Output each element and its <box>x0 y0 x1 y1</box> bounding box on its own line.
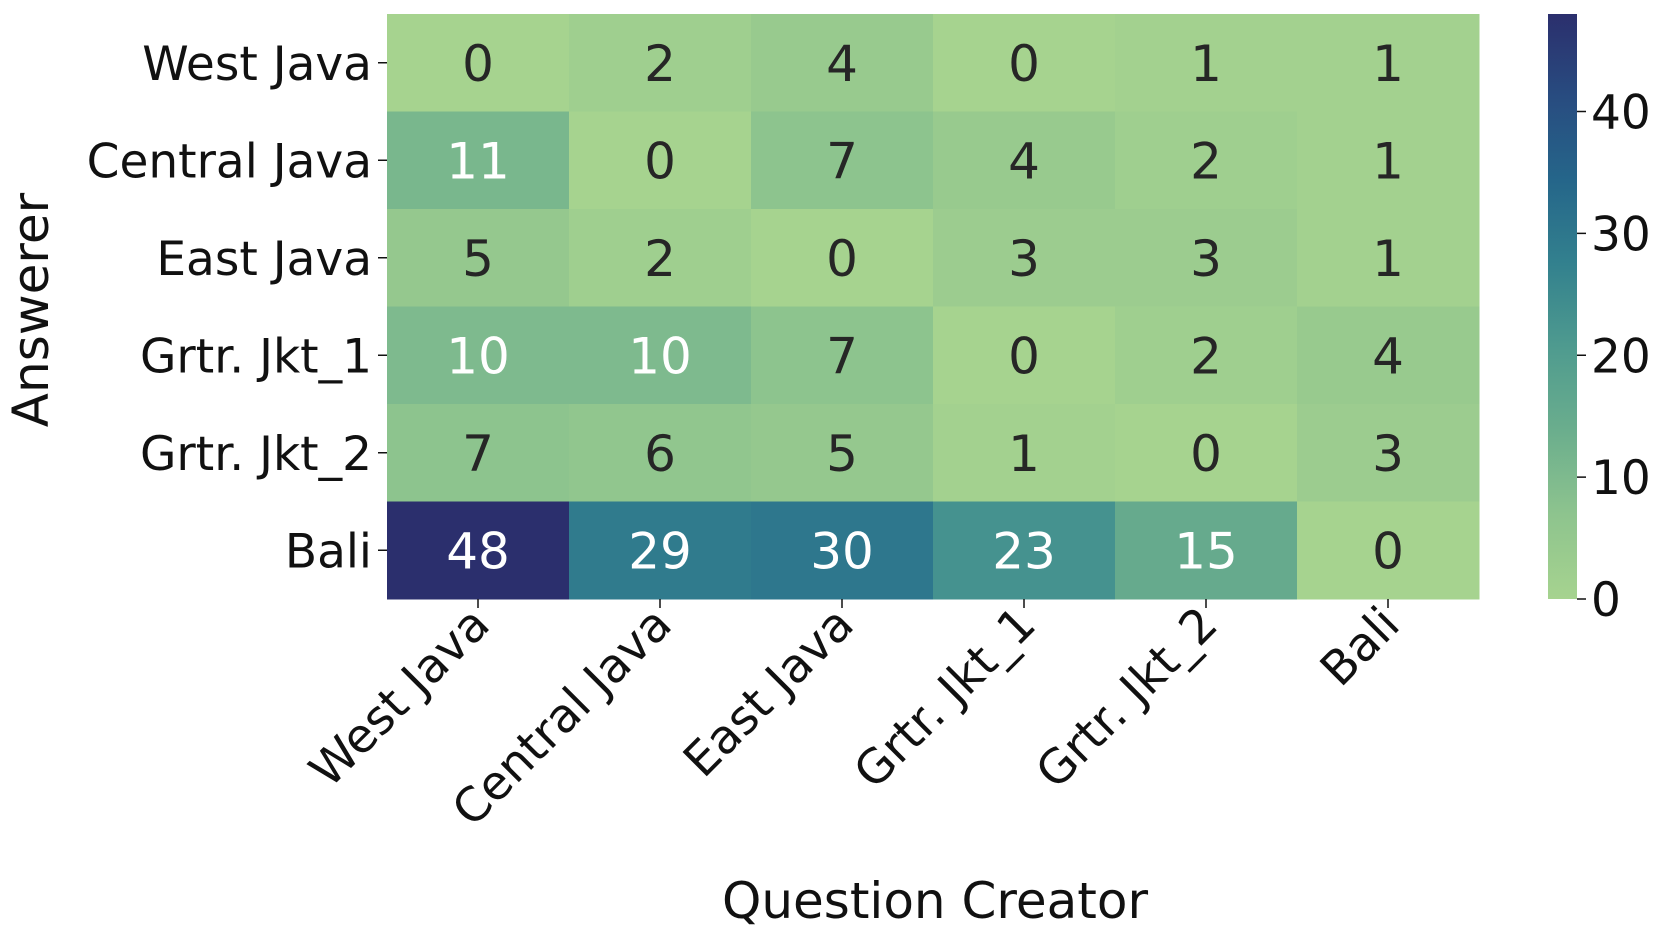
y-tick-label: Bali <box>285 524 372 579</box>
heatmap-cell <box>569 111 752 210</box>
heatmap-cell <box>1115 501 1298 600</box>
y-tick-label: West Java <box>142 37 372 92</box>
heatmap-cell <box>751 111 934 210</box>
heatmap-cell <box>1115 404 1298 502</box>
y-tick-label: East Java <box>156 232 372 287</box>
heatmap-cell <box>1115 111 1298 210</box>
cell-value-label: 10 <box>628 327 692 385</box>
heatmap-cell <box>933 111 1116 210</box>
cell-value-label: 2 <box>1190 132 1222 190</box>
colorbar: 0 10 20 30 40 <box>1548 14 1651 628</box>
cell-value-label: 10 <box>446 327 510 385</box>
cell-value-label: 1 <box>1372 132 1404 190</box>
cell-value-label: 4 <box>1008 132 1040 190</box>
heatmap-cell <box>751 404 934 502</box>
cell-value-label: 0 <box>1190 425 1222 483</box>
x-tick-label: East Java <box>673 597 864 788</box>
heatmap-cell <box>751 209 934 307</box>
heatmap-cell <box>751 501 934 600</box>
cell-value-label: 4 <box>1372 327 1404 385</box>
heatmap-cell <box>1297 209 1480 307</box>
heatmap-cell <box>751 14 934 112</box>
y-tick-label: Grtr. Jkt_2 <box>140 427 372 482</box>
heatmap-cell <box>933 306 1116 405</box>
heatmap-cell <box>1115 209 1298 307</box>
y-axis: West Java Central Java East Java Grtr. Jkt_… <box>87 37 387 579</box>
heatmap-cell <box>387 209 570 307</box>
cell-value-label: 3 <box>1008 230 1040 288</box>
x-tick-label: Grtr. Jkt_1 <box>844 597 1047 800</box>
heatmap-cell <box>569 209 752 307</box>
cell-value-label: 29 <box>628 522 692 580</box>
x-axis-label: Question Creator <box>722 872 1148 930</box>
y-axis-label: Answerer <box>2 192 60 427</box>
cell-value-label: 2 <box>644 230 676 288</box>
colorbar-tick-label: 40 <box>1591 86 1651 141</box>
cell-value-label: 2 <box>644 35 676 93</box>
heatmap-cell <box>569 501 752 600</box>
heatmap-cell <box>1115 306 1298 405</box>
cell-value-label: 1 <box>1190 35 1222 93</box>
x-tick-label: Grtr. Jkt_2 <box>1026 597 1229 800</box>
cell-value-label: 0 <box>1372 522 1404 580</box>
cell-value-label: 23 <box>992 522 1056 580</box>
heatmap-cells <box>387 14 1480 600</box>
cell-value-label: 30 <box>810 522 874 580</box>
cell-value-label: 3 <box>1372 425 1404 483</box>
heatmap-cell <box>387 14 570 112</box>
colorbar-tick-label: 10 <box>1591 451 1651 506</box>
heatmap-cell <box>1297 306 1480 405</box>
cell-value-label: 0 <box>1008 327 1040 385</box>
heatmap-cell <box>1115 14 1298 112</box>
heatmap-cell <box>387 111 570 210</box>
cell-value-label: 2 <box>1190 327 1222 385</box>
heatmap-cell <box>1297 14 1480 112</box>
cell-value-label: 7 <box>826 132 858 190</box>
cell-value-label: 6 <box>644 425 676 483</box>
cell-value-label: 11 <box>446 132 510 190</box>
heatmap-cell <box>569 14 752 112</box>
x-tick-label: West Java <box>299 597 500 798</box>
cell-value-label: 5 <box>826 425 858 483</box>
cell-value-label: 0 <box>644 132 676 190</box>
heatmap-cell <box>933 14 1116 112</box>
heatmap-cell <box>1297 501 1480 600</box>
heatmap-cell <box>933 501 1116 600</box>
cell-value-label: 0 <box>462 35 494 93</box>
cell-value-label: 15 <box>1174 522 1238 580</box>
x-tick-label: Bali <box>1310 597 1411 698</box>
heatmap-cell <box>933 404 1116 502</box>
heatmap-cell <box>387 501 570 600</box>
cell-value-label: 48 <box>446 522 510 580</box>
cell-value-label: 0 <box>1008 35 1040 93</box>
colorbar-tick-label: 20 <box>1591 329 1651 384</box>
heatmap-cell <box>1297 111 1480 210</box>
heatmap-cell <box>1297 404 1480 502</box>
cell-value-label: 7 <box>826 327 858 385</box>
colorbar-tick-label: 0 <box>1591 573 1621 628</box>
heatmap-cell <box>933 209 1116 307</box>
cell-value-label: 5 <box>462 230 494 288</box>
heatmap-annotations: 0 2 4 0 1 111 0 7 4 2 15 2 0 3 3 110 10 7 0 2 47 6 5 1 0 348 29 30 2… <box>446 35 1404 581</box>
cell-value-label: 4 <box>826 35 858 93</box>
cell-value-label: 1 <box>1372 230 1404 288</box>
y-tick-label: Central Java <box>87 134 372 189</box>
cell-value-label: 7 <box>462 425 494 483</box>
heatmap-cell <box>751 306 934 405</box>
heatmap-cell <box>387 404 570 502</box>
cell-value-label: 3 <box>1190 230 1222 288</box>
heatmap-cell <box>569 306 752 405</box>
cell-value-label: 1 <box>1008 425 1040 483</box>
cell-value-label: 1 <box>1372 35 1404 93</box>
colorbar-gradient <box>1548 14 1577 599</box>
heatmap-cell <box>387 306 570 405</box>
y-tick-label: Grtr. Jkt_1 <box>140 329 372 384</box>
cell-value-label: 0 <box>826 230 858 288</box>
heatmap-cell <box>569 404 752 502</box>
colorbar-tick-label: 30 <box>1591 207 1651 262</box>
